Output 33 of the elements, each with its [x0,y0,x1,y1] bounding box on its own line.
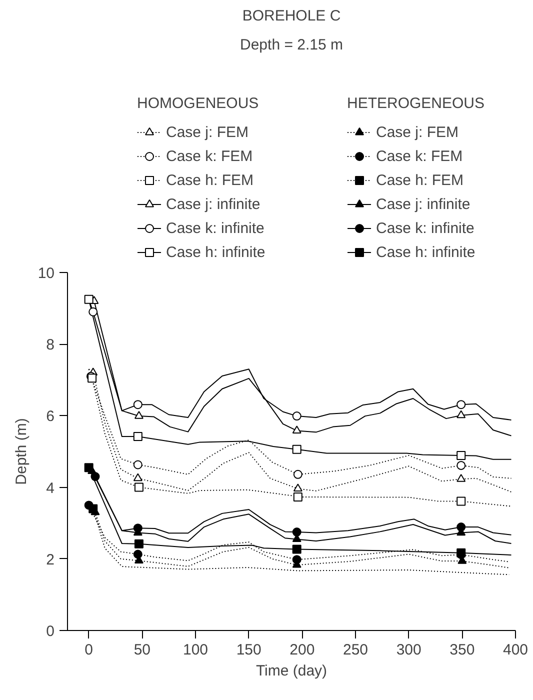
legend-label: Case k: infinite [166,220,264,236]
legend-label: Case k: FEM [376,148,463,164]
y-tick-label: 4 [46,480,54,497]
legend-label: Case h: infinite [376,244,476,260]
y-tick-label: 10 [38,265,55,282]
x-tick-label: 100 [182,642,208,658]
x-tick-label: 50 [134,642,151,658]
legend-label: Case k: infinite [376,220,474,236]
x-axis-title: Time (day) [256,662,328,680]
x-tick-label: 150 [236,642,262,658]
y-tick-label: 8 [46,336,54,354]
x-tick-label: 400 [502,642,528,658]
legend-label: Case j: FEM [376,124,459,140]
legend-label: Case h: infinite [166,244,266,260]
x-tick-label: 0 [84,642,94,658]
legend-label: Case j: infinite [166,196,260,212]
x-tick-label: 350 [450,642,475,658]
y-axis-title: Depth (m) [12,418,30,485]
legend-label: Case h: FEM [166,172,254,188]
chart-subtitle: Depth = 2.15 m [240,36,343,54]
x-tick-label: 200 [290,642,315,658]
legend-label: Case j: FEM [166,124,249,140]
legend-label: Case k: FEM [166,148,253,164]
x-tick-label: 300 [396,642,422,658]
legend-label: Case h: FEM [376,172,464,188]
y-tick-label: 6 [46,408,54,426]
y-tick-label: 2 [46,551,54,568]
text: HOMOGENEOUS [137,95,260,112]
text: HETEROGENEOUS [347,95,485,112]
chart-title: BOREHOLE C [242,8,341,24]
y-tick-label: 0 [46,623,54,640]
legend-label: Case j: infinite [376,196,470,212]
x-tick-label: 250 [342,642,368,658]
